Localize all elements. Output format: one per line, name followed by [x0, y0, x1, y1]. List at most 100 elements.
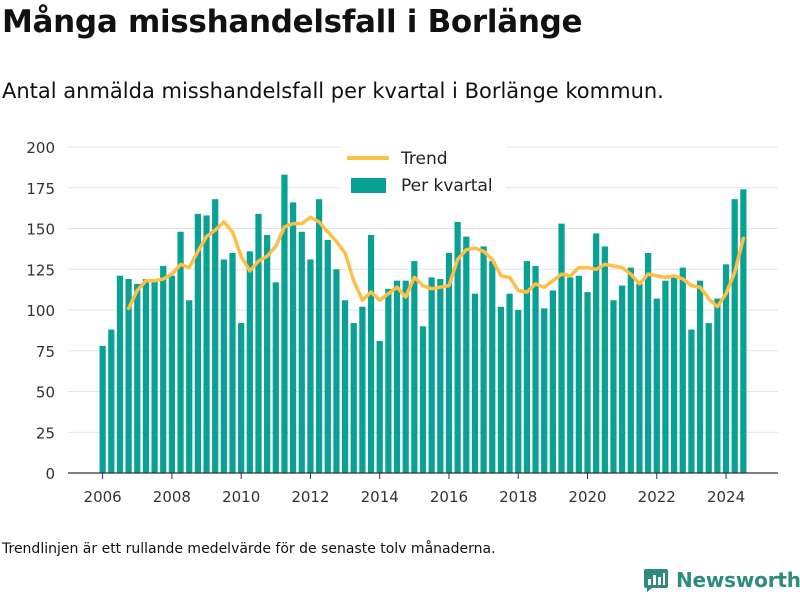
bar — [619, 285, 626, 473]
bar — [679, 267, 686, 473]
x-tick-label: 2022 — [638, 488, 676, 506]
x-tick-label: 2008 — [153, 488, 191, 506]
bar — [134, 283, 141, 473]
bar — [385, 288, 392, 473]
bar — [177, 231, 184, 473]
y-tick-label: 125 — [26, 261, 55, 279]
bar — [662, 280, 669, 473]
bar — [220, 259, 227, 473]
bar — [489, 261, 496, 473]
bar — [168, 275, 176, 473]
bar — [255, 213, 262, 473]
bar — [437, 279, 444, 473]
bar — [212, 199, 219, 473]
bar — [402, 280, 409, 473]
bar — [532, 265, 539, 473]
bar — [705, 323, 712, 473]
bar — [541, 308, 548, 473]
bar — [298, 231, 305, 473]
bar — [307, 259, 314, 473]
bar — [350, 323, 357, 473]
legend-bar-swatch — [351, 178, 386, 193]
bar — [281, 174, 288, 473]
bar — [601, 246, 608, 473]
bar — [593, 233, 600, 473]
bar — [125, 279, 132, 473]
bar — [549, 290, 556, 473]
y-tick-label: 25 — [36, 424, 55, 442]
bar — [341, 300, 349, 473]
bar — [480, 246, 487, 473]
trend-series — [126, 215, 746, 311]
bar — [523, 261, 531, 473]
x-tick-label: 2018 — [499, 488, 537, 506]
bar — [186, 300, 193, 473]
x-tick-label: 2012 — [291, 488, 329, 506]
bar — [393, 280, 401, 473]
footnote: Trendlinjen är ett rullande medelvärde f… — [2, 541, 496, 557]
bar — [160, 265, 167, 473]
bar — [264, 235, 271, 473]
bar — [445, 252, 453, 473]
y-tick-label: 175 — [26, 180, 55, 198]
bar — [238, 323, 245, 473]
bar — [575, 275, 582, 473]
bar — [290, 202, 297, 474]
x-tick-label: 2014 — [361, 488, 399, 506]
bar — [497, 306, 505, 473]
legend-trend-label: Trend — [400, 149, 448, 169]
legend-bar-label: Per kvartal — [401, 176, 493, 196]
bar — [99, 345, 106, 473]
bar — [722, 264, 730, 473]
chart-subtitle: Antal anmälda misshandelsfall per kvarta… — [2, 79, 664, 103]
brand-name: Newsworthy — [676, 568, 800, 592]
x-tick-label: 2016 — [430, 488, 468, 506]
x-tick-label: 2010 — [222, 488, 260, 506]
y-tick-label: 200 — [26, 139, 55, 157]
bar — [567, 277, 574, 473]
bar — [272, 282, 279, 473]
bar — [419, 326, 427, 473]
bar — [428, 277, 435, 473]
bar — [558, 223, 565, 473]
bar — [463, 236, 470, 473]
legend: Trend Per kvartal — [340, 145, 506, 200]
bar — [333, 269, 340, 473]
bar — [471, 293, 479, 473]
bar — [203, 215, 210, 473]
bar — [506, 293, 513, 473]
bar — [367, 235, 375, 473]
bar — [670, 277, 678, 473]
bar — [740, 189, 747, 473]
bar-series — [99, 174, 747, 474]
y-tick-label: 100 — [26, 302, 55, 320]
bar — [515, 310, 522, 473]
bar — [194, 213, 201, 473]
bar — [142, 279, 150, 473]
bar — [246, 251, 253, 473]
bar — [324, 239, 331, 473]
x-tick-label: 2020 — [568, 488, 606, 506]
newsworthy-logo-icon — [644, 569, 668, 592]
y-tick-label: 50 — [36, 384, 55, 402]
bar — [108, 329, 115, 473]
bar — [653, 298, 660, 473]
y-tick-label: 150 — [26, 221, 55, 239]
bar — [688, 329, 695, 473]
bar — [731, 199, 738, 473]
bar — [116, 275, 124, 473]
chart-title: Många misshandelsfall i Borlänge — [2, 4, 583, 40]
brand-logo: Newsworthy — [643, 567, 800, 593]
bar — [315, 199, 323, 473]
y-axis-ticks: 0 25 50 75 100 125 150 175 200 — [26, 139, 55, 483]
x-axis: 2006 2008 2010 2012 2014 2016 2018 2020 2022 2024 — [68, 472, 778, 506]
y-tick-label: 0 — [45, 465, 55, 483]
bar — [359, 306, 366, 473]
bar — [714, 298, 721, 473]
bar — [411, 261, 418, 473]
trend-line — [126, 215, 746, 311]
y-tick-label: 75 — [36, 343, 55, 361]
bar — [151, 280, 158, 473]
bar — [376, 340, 383, 473]
x-tick-label: 2006 — [84, 488, 122, 506]
